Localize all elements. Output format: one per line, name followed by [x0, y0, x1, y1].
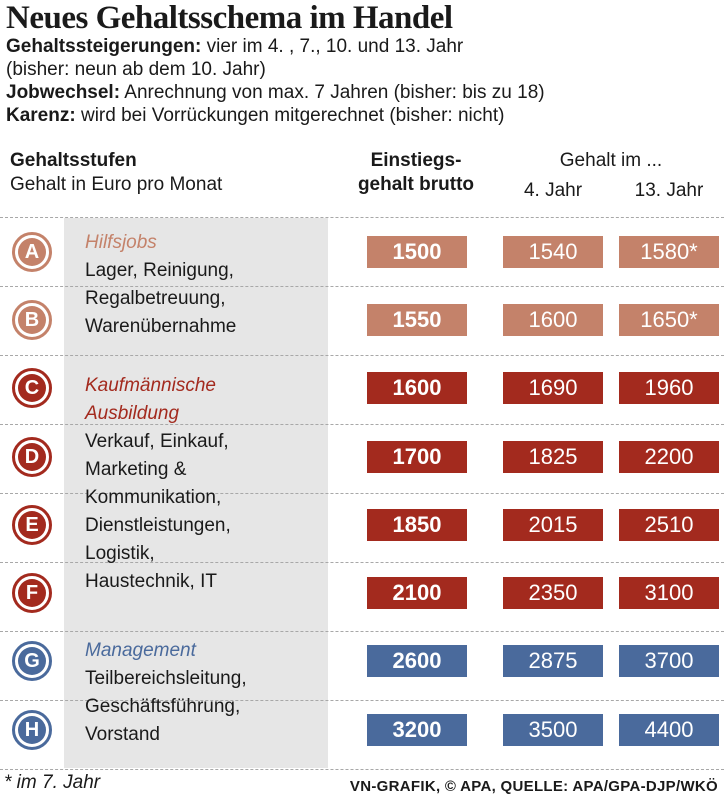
salary-year13-cell: 1650* [619, 304, 719, 336]
einstiegsgehalt-cell: 1550 [367, 304, 467, 336]
header-einstieg-2: gehalt brutto [357, 174, 475, 195]
info-text: vier im 4. , 7., 10. und 13. Jahr [201, 36, 464, 57]
einstiegsgehalt-cell: 1850 [367, 509, 467, 541]
salary-year4-cell: 1600 [503, 304, 603, 336]
category-hilfsjobs: Hilfsjobs [85, 232, 157, 253]
footnote: * im 7. Jahr [4, 772, 101, 793]
salary-year13-cell: 4400 [619, 714, 719, 746]
info-line-increases: Gehaltssteigerungen: vier im 4. , 7., 10… [6, 36, 463, 58]
stufe-badge: D [12, 437, 52, 477]
info-line-karenz: Karenz: wird bei Vorrückungen mitgerechn… [6, 105, 504, 127]
separator [0, 562, 724, 563]
stufe-letter: F [18, 579, 46, 607]
stufe-badge: E [12, 505, 52, 545]
salary-year4-cell: 2875 [503, 645, 603, 677]
salary-year13-cell: 1580* [619, 236, 719, 268]
stufe-letter: G [18, 647, 46, 675]
header-gehaltsstufen: Gehaltsstufen [10, 150, 137, 171]
separator [0, 286, 724, 287]
header-unit: Gehalt in Euro pro Monat [10, 174, 223, 195]
stufe-letter: A [18, 238, 46, 266]
stufe-letter: E [18, 511, 46, 539]
info-text: Anrechnung von max. 7 Jahren (bisher: bi… [120, 82, 545, 103]
category-desc-line: Regalbetreuung, [85, 288, 226, 309]
stufe-letter: H [18, 716, 46, 744]
salary-year13-cell: 2200 [619, 441, 719, 473]
salary-year13-cell: 2510 [619, 509, 719, 541]
info-text: (bisher: neun ab dem 10. Jahr) [6, 59, 266, 80]
salary-year4-cell: 2350 [503, 577, 603, 609]
stufe-badge: G [12, 641, 52, 681]
stufe-badge: A [12, 232, 52, 272]
salary-year13-cell: 1960 [619, 372, 719, 404]
info-label: Gehaltssteigerungen: [6, 36, 202, 57]
category-desc-line: Vorstand [85, 724, 160, 745]
info-line-jobchange: Jobwechsel: Anrechnung von max. 7 Jahren… [6, 82, 545, 104]
header-year-13: 13. Jahr [634, 180, 704, 201]
category-desc-line: Haustechnik, IT [85, 571, 217, 592]
category-desc-line: Marketing & [85, 459, 187, 480]
info-text: wird bei Vorrückungen mitgerechnet (bish… [75, 105, 505, 126]
category-kaufmaennisch: Ausbildung [85, 403, 180, 424]
salary-year4-cell: 1540 [503, 236, 603, 268]
info-label: Karenz: [6, 105, 76, 126]
einstiegsgehalt-cell: 2100 [367, 577, 467, 609]
category-desc-line: Lager, Reinigung, [85, 260, 234, 281]
chart-title: Neues Gehaltsschema im Handel [6, 0, 453, 36]
category-desc-line: Warenübernahme [85, 316, 237, 337]
separator [0, 424, 724, 425]
category-management: Management [85, 640, 196, 661]
separator [0, 769, 724, 770]
einstiegsgehalt-cell: 1500 [367, 236, 467, 268]
stufe-letter: D [18, 443, 46, 471]
salary-year13-cell: 3700 [619, 645, 719, 677]
einstiegsgehalt-cell: 1600 [367, 372, 467, 404]
stufe-letter: C [18, 374, 46, 402]
separator [0, 700, 724, 701]
header-year-4: 4. Jahr [523, 180, 583, 201]
source-credit: VN-GRAFIK, © APA, QUELLE: APA/GPA-DJP/WK… [349, 778, 718, 795]
category-kaufmaennisch: Kaufmännische [85, 375, 216, 396]
category-desc-line: Verkauf, Einkauf, [85, 431, 229, 452]
header-einstieg-1: Einstiegs- [370, 150, 462, 171]
category-desc-line: Logistik, [85, 543, 155, 564]
separator [0, 217, 724, 218]
category-desc-line: Dienstleistungen, [85, 515, 231, 536]
einstiegsgehalt-cell: 3200 [367, 714, 467, 746]
category-desc-line: Teilbereichsleitung, [85, 668, 247, 689]
einstiegsgehalt-cell: 2600 [367, 645, 467, 677]
separator [0, 631, 724, 632]
salary-year4-cell: 1690 [503, 372, 603, 404]
einstiegsgehalt-cell: 1700 [367, 441, 467, 473]
salary-year4-cell: 3500 [503, 714, 603, 746]
stufe-letter: B [18, 306, 46, 334]
salary-year4-cell: 1825 [503, 441, 603, 473]
separator [0, 355, 724, 356]
header-gehalt-im: Gehalt im ... [559, 150, 663, 171]
info-line-previous: (bisher: neun ab dem 10. Jahr) [6, 59, 266, 81]
salary-year13-cell: 3100 [619, 577, 719, 609]
salary-year4-cell: 2015 [503, 509, 603, 541]
stufe-badge: B [12, 300, 52, 340]
category-desc-line: Geschäftsführung, [85, 696, 241, 717]
stufe-badge: C [12, 368, 52, 408]
stufe-badge: H [12, 710, 52, 750]
category-desc-line: Kommunikation, [85, 487, 222, 508]
info-label: Jobwechsel: [6, 82, 121, 103]
separator [0, 493, 724, 494]
stufe-badge: F [12, 573, 52, 613]
